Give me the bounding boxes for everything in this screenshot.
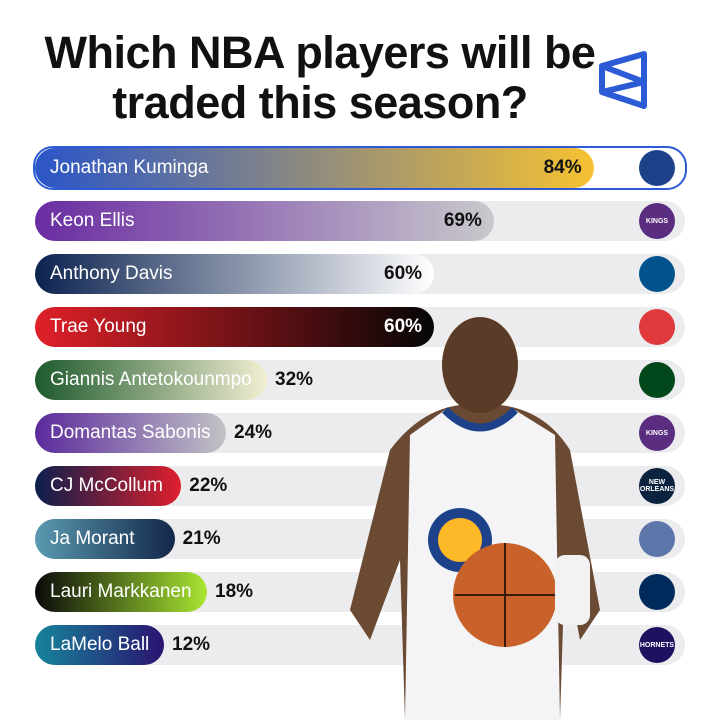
bar-label: Jonathan Kuminga (50, 157, 209, 178)
bar: CJ McCollum (35, 466, 182, 506)
bar: Jonathan Kuminga (35, 148, 594, 188)
bar-label: Giannis Antetokounmpo (50, 369, 252, 390)
bar-label: Keon Ellis (50, 210, 135, 231)
team-logo-icon: KINGS (639, 415, 675, 451)
team-logo-icon (639, 574, 675, 610)
data-label: 60% (384, 316, 423, 337)
bar-label: Lauri Markkanen (50, 581, 192, 602)
bar-row: Keon Ellis 69% KINGS (35, 201, 685, 241)
data-label: 69% (443, 210, 482, 231)
team-logo-icon (639, 256, 675, 292)
team-logo-icon: NEW ORLEANS (639, 468, 675, 504)
page-title: Which NBA players will be traded this se… (44, 27, 596, 128)
bar: Anthony Davis (35, 254, 434, 294)
bar: Keon Ellis (35, 201, 494, 241)
data-label: 84% (543, 157, 582, 178)
bar-label: Anthony Davis (50, 263, 173, 284)
bar-label: Trae Young (50, 316, 147, 337)
bar: Trae Young (35, 307, 434, 347)
bar-label: CJ McCollum (50, 475, 163, 496)
bar-row: Domantas Sabonis 24% KINGS (35, 413, 685, 453)
bar: Giannis Antetokounmpo (35, 360, 267, 400)
bar: Domantas Sabonis (35, 413, 226, 453)
data-label: 18% (215, 581, 254, 602)
data-label: 22% (189, 475, 228, 496)
bar-label: LaMelo Ball (50, 634, 150, 655)
data-label: 21% (182, 528, 221, 549)
bar-label: Ja Morant (50, 528, 135, 549)
team-logo-icon (639, 362, 675, 398)
bar-row: Anthony Davis 60% (35, 254, 685, 294)
player-photo (350, 317, 600, 720)
brand-logo-icon (599, 51, 647, 109)
bar: Lauri Markkanen (35, 572, 207, 612)
bar: Ja Morant (35, 519, 175, 559)
bar-row: Trae Young 60% (35, 307, 685, 347)
bar-label: Domantas Sabonis (50, 422, 211, 443)
bar-row: Giannis Antetokounmpo 32% (35, 360, 685, 400)
team-logo-icon: HORNETS (639, 627, 675, 663)
bar-row: LaMelo Ball 12% HORNETS (35, 625, 685, 665)
team-logo-icon (639, 150, 675, 186)
bar-row: Jonathan Kuminga 84% (33, 146, 687, 190)
data-label: 12% (172, 634, 211, 655)
data-label: 24% (234, 422, 273, 443)
data-label: 60% (384, 263, 423, 284)
bar: LaMelo Ball (35, 625, 164, 665)
team-logo-icon (639, 309, 675, 345)
team-logo-icon: KINGS (639, 203, 675, 239)
team-logo-icon (639, 521, 675, 557)
data-label: 32% (275, 369, 314, 390)
